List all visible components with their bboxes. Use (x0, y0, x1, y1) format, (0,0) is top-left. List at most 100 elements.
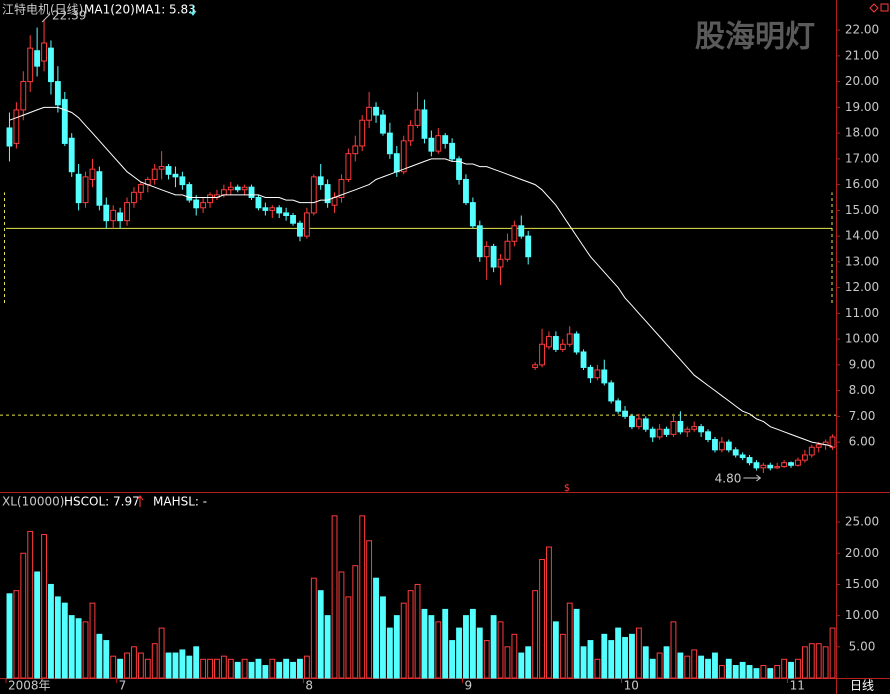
candle-body (663, 428, 670, 435)
volume-bar (463, 615, 469, 679)
low-pointer (743, 474, 762, 482)
volume-bar (629, 633, 635, 679)
volume-bar (110, 655, 117, 679)
y-tick-label: 21.00 (845, 48, 879, 62)
volume-bar (435, 621, 442, 679)
volume-bar (227, 658, 234, 679)
volume-y-tick-label: 5.00 (849, 639, 876, 653)
candle-body (75, 173, 82, 204)
chart-title: 江特电机(日线) (2, 2, 83, 17)
volume-bar (712, 652, 718, 679)
volume-bar (601, 633, 608, 679)
volume-bar (151, 643, 158, 679)
candle-body (594, 369, 601, 379)
volume-bar (594, 658, 601, 679)
volume-bar (670, 621, 677, 679)
candle-body (241, 186, 248, 191)
candle-body (580, 351, 587, 368)
candle-body (435, 135, 442, 152)
candle-body (276, 207, 283, 214)
candle-body (345, 153, 352, 180)
volume-title: XL(10000) (2, 495, 64, 509)
candle-body (525, 235, 532, 258)
volume-bar (677, 652, 684, 679)
volume-bar (186, 655, 193, 679)
volume-bar (68, 615, 75, 679)
hscol: HSCOL: 7.97 (64, 495, 140, 509)
volume-bar (469, 608, 476, 679)
candle-body (248, 186, 255, 198)
icon-diamond[interactable] (869, 3, 879, 13)
candle-body (27, 47, 34, 83)
down-arrow (189, 5, 197, 16)
candle-body (449, 142, 456, 160)
candle-body (421, 109, 428, 139)
candle-body (649, 428, 656, 438)
volume-bar (41, 534, 47, 679)
volume-bar (13, 590, 20, 679)
volume-bar (89, 602, 96, 679)
low-label: 4.80 (715, 472, 742, 486)
volume-bar (283, 658, 290, 679)
candle-body (511, 225, 518, 242)
volume-bar (635, 627, 642, 679)
y-tick-label: 11.00 (845, 306, 879, 320)
candle-body (68, 137, 75, 173)
candle-body (366, 106, 373, 121)
candle-body (103, 204, 110, 222)
candle-body (303, 212, 310, 237)
period-label[interactable]: 日线 (850, 679, 874, 693)
volume-bar (456, 627, 462, 679)
volume-y-tick-label: 10.00 (845, 608, 879, 622)
volume-y-tick-label: 25.00 (845, 515, 879, 529)
candle-body (96, 171, 103, 206)
candle-body (746, 457, 753, 464)
candle-body (767, 464, 774, 469)
candle-body (380, 114, 386, 134)
y-tick-label: 10.00 (845, 332, 879, 346)
volume-bar (580, 646, 587, 679)
volume-bar (532, 590, 539, 679)
volume-bar (795, 658, 801, 679)
candle-body (546, 336, 552, 348)
candle-body (262, 207, 269, 211)
candle-body (463, 178, 469, 204)
y-tick-label: 22.00 (845, 23, 879, 37)
candle-body (615, 400, 622, 412)
candle-body (774, 466, 781, 469)
volume-bar (276, 661, 283, 679)
volume-bar (255, 658, 262, 679)
volume-bar (165, 652, 172, 679)
y-tick-label: 7.00 (849, 409, 876, 423)
volume-bar (214, 658, 220, 679)
candle-body (359, 119, 366, 147)
volume-bar (407, 590, 414, 679)
volume-bar (663, 646, 670, 679)
volume-bar (691, 649, 698, 679)
candle-body (117, 212, 124, 222)
volume-bar (518, 652, 525, 679)
volume-bar (6, 593, 13, 679)
volume-bar (366, 540, 373, 679)
volume-bar (566, 602, 573, 679)
candle-body (442, 135, 449, 144)
ex-rights-marker: $ (564, 483, 570, 494)
volume-bar (788, 661, 794, 679)
volume-bar (746, 665, 753, 679)
candle-body (656, 428, 663, 438)
volume-bar (483, 640, 490, 679)
candle-body (137, 184, 144, 193)
candle-body (539, 343, 545, 366)
candle-body (407, 124, 414, 142)
candle-body (186, 184, 193, 201)
candle-body (504, 240, 511, 260)
candle-body (373, 106, 379, 116)
volume-bar (345, 596, 352, 679)
candle-body (808, 446, 815, 456)
candle-body (518, 225, 525, 237)
candle-body (193, 199, 200, 209)
candle-body (725, 441, 732, 451)
candle-body (393, 153, 400, 173)
candle-body (6, 127, 13, 147)
icon-square[interactable] (880, 3, 889, 12)
